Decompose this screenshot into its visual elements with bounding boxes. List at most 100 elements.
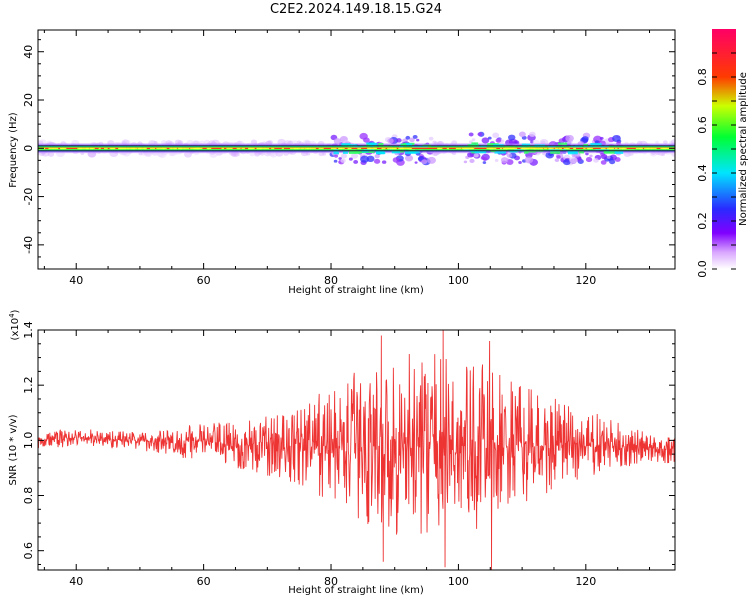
spectrum-noise-blob	[392, 157, 400, 163]
spectrum-noise-blob	[433, 153, 438, 156]
colorbar-tick-label: 0.8	[696, 68, 709, 86]
spectrum-noise-blob	[518, 161, 522, 164]
band-streak	[480, 145, 487, 148]
band-streak	[471, 142, 479, 145]
spectrum-noise-blob	[267, 153, 272, 156]
spectrum-noise-blob	[153, 140, 158, 144]
band-fleck	[558, 147, 562, 150]
spectrum-noise-blob	[340, 153, 348, 159]
spectrum-noise-blob	[468, 132, 474, 137]
band-fleck	[387, 147, 392, 150]
band-fleck	[130, 147, 136, 150]
band-fleck	[236, 147, 241, 150]
band-streak	[353, 150, 365, 154]
band-fleck	[489, 147, 493, 150]
colorbar-label: Normalized spectral amplitude	[738, 72, 749, 226]
band-fleck	[644, 147, 650, 150]
spectrum-noise-blob	[396, 138, 402, 143]
spectrum-noise-blob	[508, 134, 516, 141]
spectrum-noise-blob	[340, 158, 346, 163]
colorbar-tick-label: 0.4	[696, 164, 709, 182]
band-fleck	[256, 147, 262, 150]
band-streak	[333, 151, 339, 155]
snr-scale-label: (x104)	[8, 309, 21, 340]
spectrum-noise-blob	[569, 156, 578, 164]
band-fleck	[330, 147, 337, 150]
band-fleck	[156, 147, 162, 150]
snr-frame	[37, 329, 676, 571]
band-fleck	[531, 147, 536, 150]
colorbar-tick-label: 0.2	[696, 212, 709, 230]
band-streak	[364, 150, 375, 154]
band-fleck	[109, 147, 116, 150]
band-fleck	[503, 147, 509, 150]
band-fleck	[554, 147, 559, 150]
band-fleck	[139, 147, 146, 150]
band-fleck	[241, 147, 245, 150]
spectrum-noise-blob	[609, 159, 616, 165]
band-fleck	[259, 147, 266, 150]
band-fleck	[221, 147, 225, 150]
band-streak	[603, 151, 615, 154]
band-fleck	[338, 147, 343, 150]
band-streak	[595, 148, 607, 151]
band-fleck	[133, 147, 138, 150]
x-tick-label: 100	[448, 274, 469, 287]
band-fleck	[248, 147, 252, 150]
spectrum-noise-blob	[581, 136, 589, 142]
y-tick-label: 0	[22, 145, 35, 152]
band-fleck	[271, 147, 275, 150]
band-streak	[510, 150, 518, 153]
band-fleck	[491, 147, 497, 150]
band-fleck	[649, 147, 652, 150]
band-fleck	[583, 147, 586, 150]
spectrum-noise-blob	[655, 140, 659, 144]
band-fleck	[639, 147, 643, 150]
spectrum-noise-blob	[554, 158, 560, 163]
spectrum-noise-blob	[524, 156, 534, 164]
figure-title: C2E2.2024.149.18.15.G24	[270, 2, 442, 17]
snr-plot-area	[38, 330, 675, 570]
band-streak	[474, 150, 487, 154]
band-fleck	[606, 147, 611, 150]
band-fleck	[407, 147, 412, 150]
spectrum-noise-blob	[427, 156, 436, 164]
band-fleck	[371, 147, 376, 150]
band-fleck	[304, 147, 310, 150]
band-fleck	[170, 147, 176, 150]
spectrum-noise-blob	[593, 158, 599, 163]
band-streak	[366, 144, 373, 147]
x-tick-label: 40	[69, 575, 83, 588]
band-fleck	[609, 147, 615, 150]
band-streak	[404, 151, 417, 154]
band-fleck	[537, 147, 542, 150]
band-fleck	[660, 147, 667, 150]
band-streak	[364, 148, 375, 152]
band-core-red	[38, 147, 675, 149]
band-fleck	[184, 147, 190, 150]
spectrum-noise-blob	[529, 131, 536, 137]
band-fleck	[549, 147, 552, 150]
band-streak	[375, 151, 385, 155]
band-fleck	[178, 147, 182, 150]
band-fleck	[533, 147, 539, 150]
band-fleck	[573, 147, 576, 150]
spectrum-noise-blob	[518, 131, 526, 138]
spectrogram-frame	[37, 29, 676, 270]
spectrum-noise-blob	[387, 138, 394, 144]
band-fleck	[281, 147, 285, 150]
band-streak	[368, 142, 378, 146]
spectrum-noise-blob	[469, 158, 475, 164]
spectrum-noise-blob	[565, 134, 574, 142]
y-tick-label: -20	[22, 188, 35, 206]
band-streak	[391, 150, 401, 154]
spectrum-noise-blob	[599, 136, 604, 140]
spectrum-noise-blob	[256, 153, 260, 156]
band-streak	[524, 150, 536, 153]
band-fleck	[124, 147, 129, 150]
spectrum-noise-blob	[363, 137, 370, 143]
x-tick-label: 40	[69, 274, 83, 287]
spectrum-noise-blob	[432, 140, 437, 144]
colorbar-tick-label: 0.0	[696, 260, 709, 278]
spectrum-noise-blob	[373, 158, 381, 164]
